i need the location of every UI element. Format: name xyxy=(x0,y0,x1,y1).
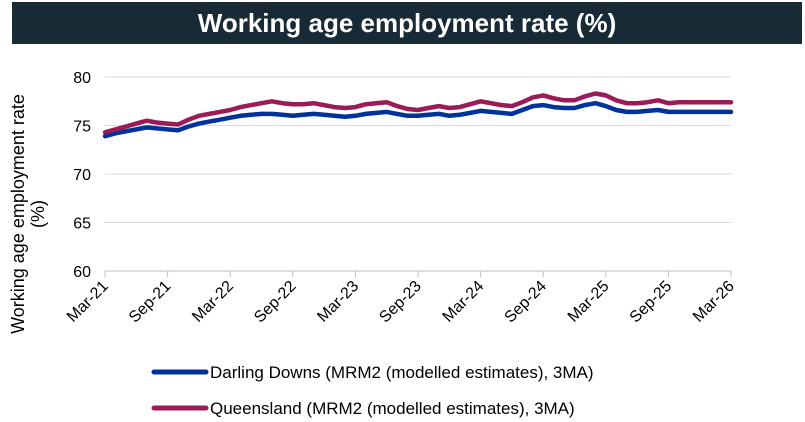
x-tick-label: Sep-24 xyxy=(502,278,551,327)
axes: 60 65 70 75 80 Mar-21 Sep-21 Mar-22 Sep-22 Mar-23… xyxy=(8,70,738,334)
legend: Darling Downs (MRM2 (modelled estimates)… xyxy=(151,363,594,418)
x-tick-label: Mar-21 xyxy=(64,278,112,326)
y-tick-label: 70 xyxy=(73,167,91,184)
x-tick-label: Sep-21 xyxy=(126,278,175,327)
series-line-darling-downs xyxy=(102,100,734,139)
y-axis-title-line: (%) xyxy=(28,200,48,228)
x-tick-label: Mar-24 xyxy=(440,278,488,326)
x-tick-label: Mar-25 xyxy=(565,278,613,326)
x-tick-label: Sep-25 xyxy=(627,278,676,327)
legend-label: Darling Downs (MRM2 (modelled estimates)… xyxy=(210,363,594,382)
x-tick-label: Sep-23 xyxy=(376,278,425,327)
series-line-queensland xyxy=(102,91,734,135)
y-tick-label: 80 xyxy=(73,70,91,87)
chart-title-bar: Working age employment rate (%) xyxy=(12,2,802,44)
x-tick-label: Mar-26 xyxy=(690,278,738,326)
y-tick-label: 75 xyxy=(73,119,91,136)
x-tick-label: Mar-22 xyxy=(189,278,237,326)
y-axis-title: Working age employment rate(%) xyxy=(8,94,48,334)
grid xyxy=(105,76,731,223)
y-tick-label: 65 xyxy=(73,216,91,233)
y-tick-label: 60 xyxy=(73,264,91,281)
series-layer xyxy=(102,91,734,139)
legend-label: Queensland (MRM2 (modelled estimates), 3… xyxy=(210,399,575,418)
x-tick-label: Sep-22 xyxy=(251,278,300,327)
chart-title: Working age employment rate (%) xyxy=(197,7,617,38)
x-tick-label: Mar-23 xyxy=(314,278,362,326)
y-axis-title-line: Working age employment rate xyxy=(8,94,28,334)
